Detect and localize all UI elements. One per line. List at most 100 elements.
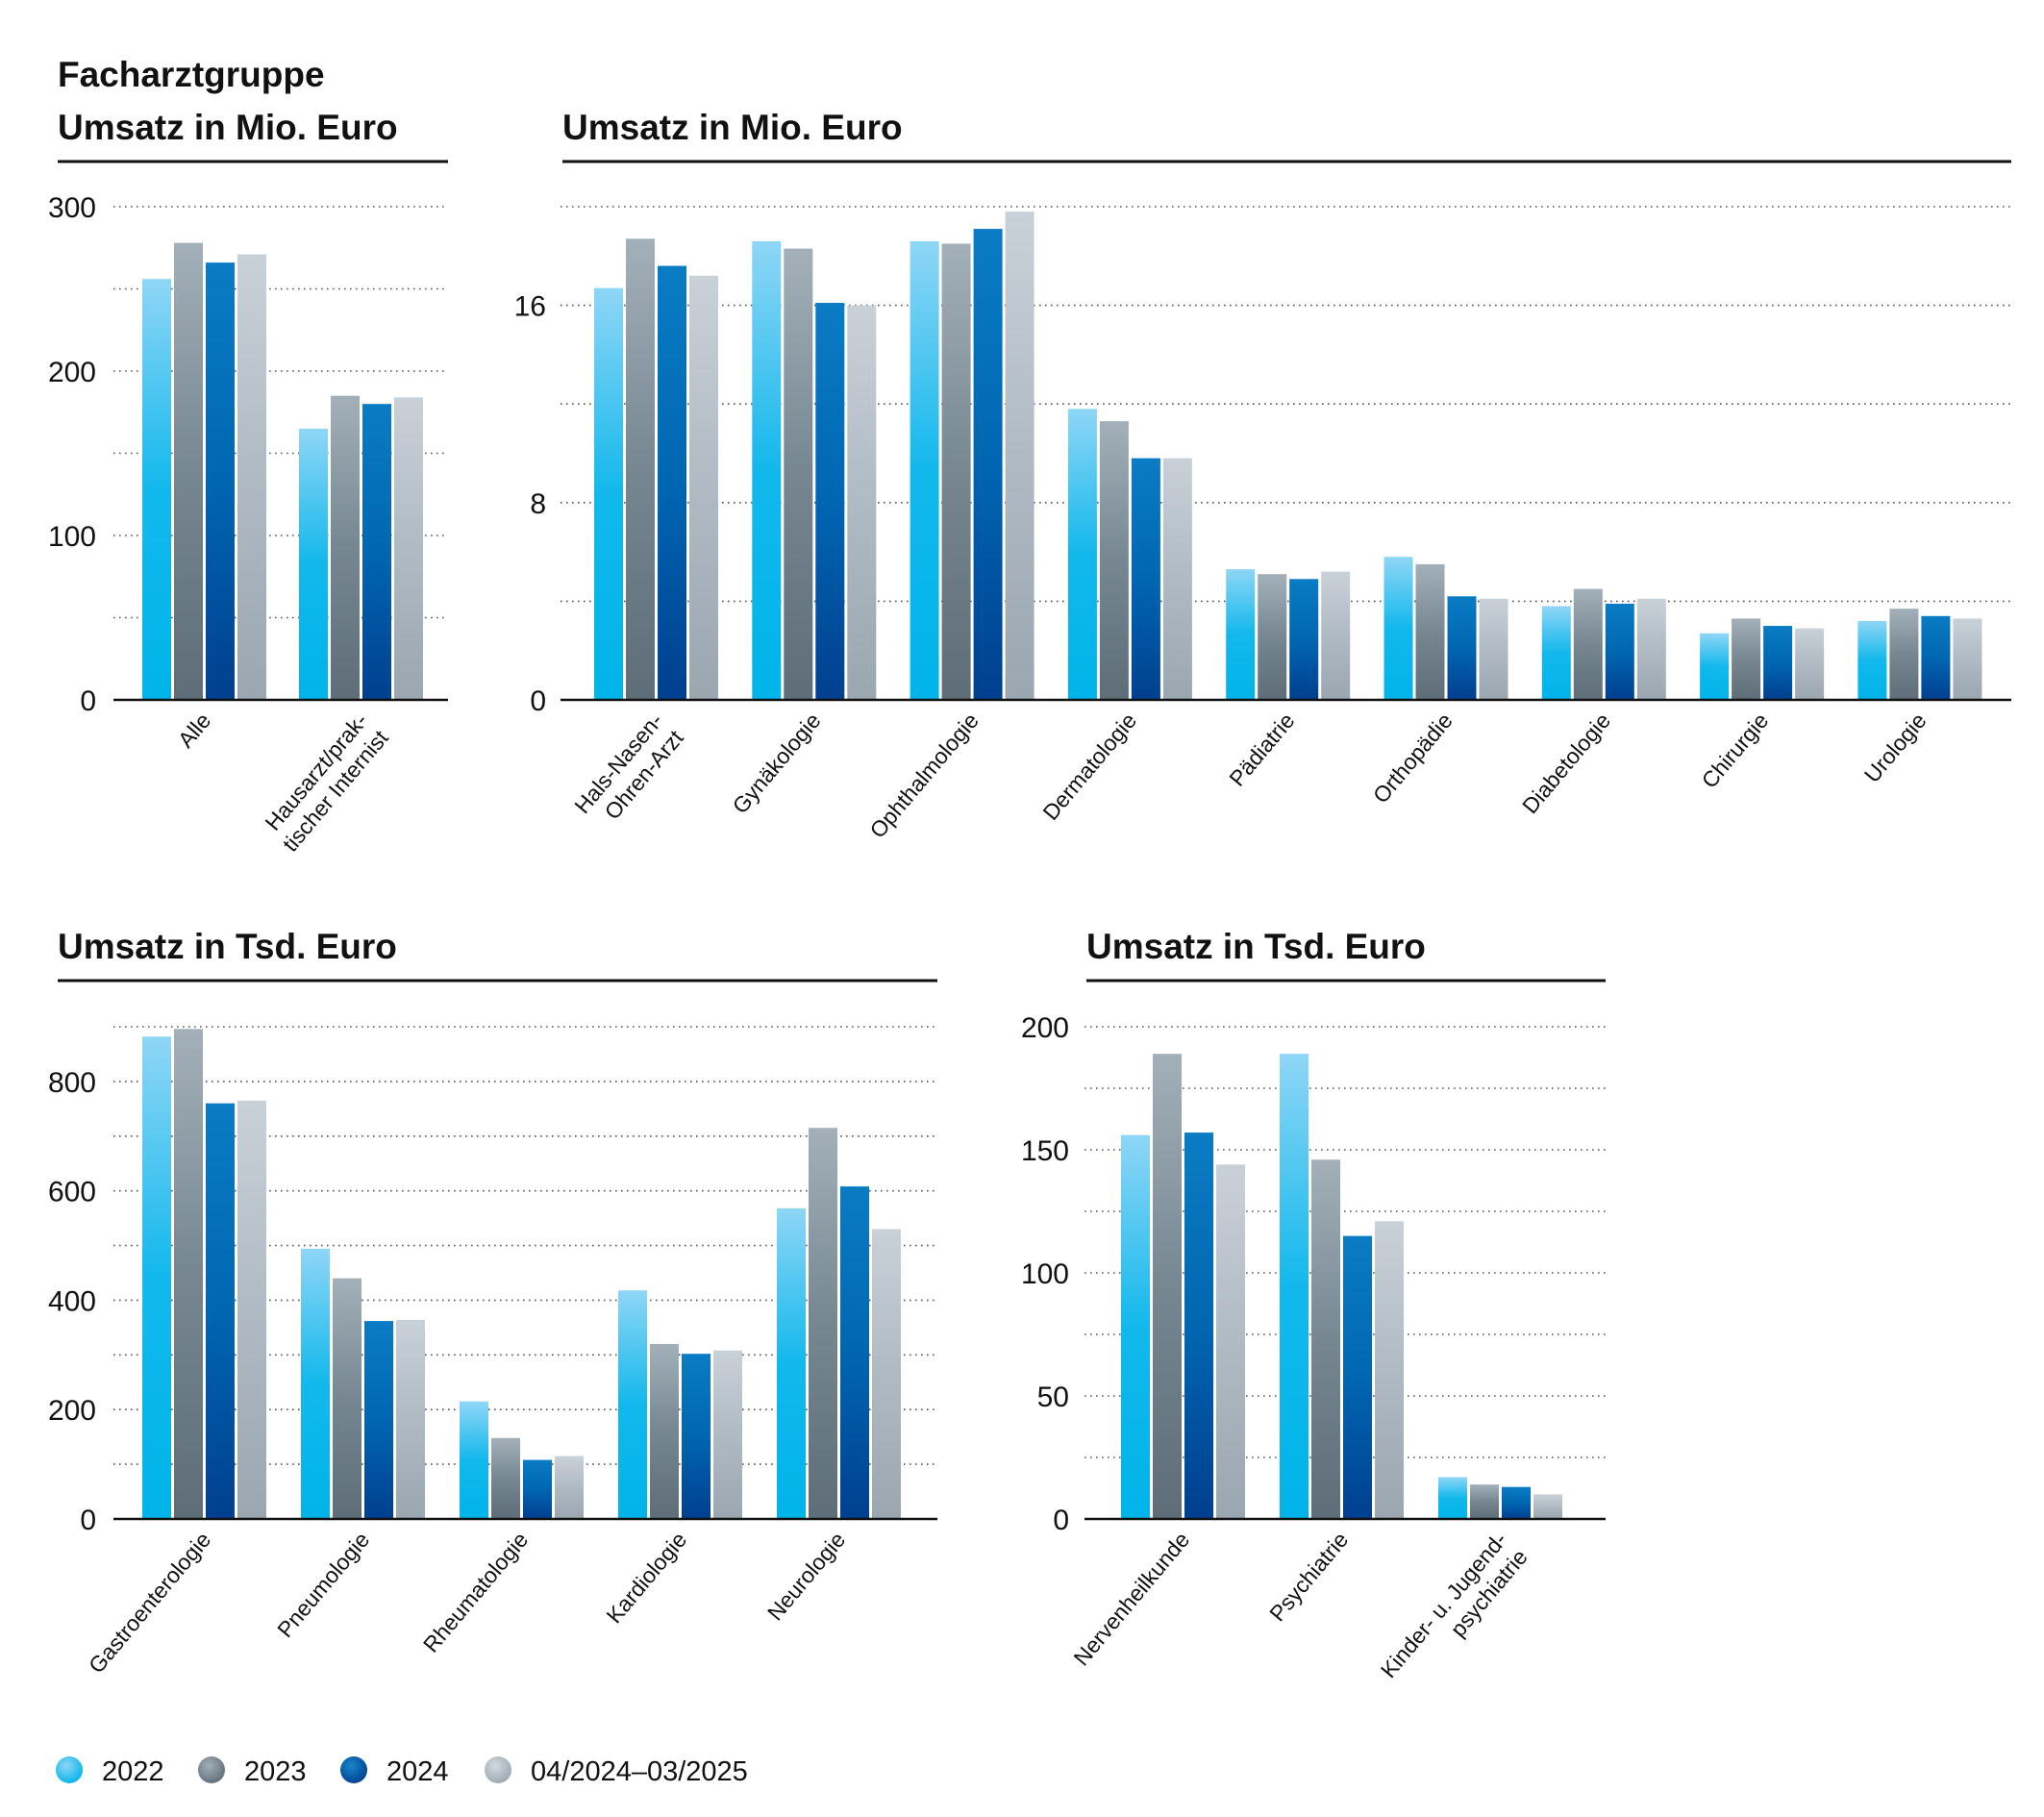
x-tick-label: Gastroenterologie bbox=[84, 1528, 215, 1679]
bar bbox=[1795, 628, 1825, 700]
x-tick-label: Gynäkologie bbox=[728, 709, 826, 819]
y-tick-label: 200 bbox=[48, 357, 96, 388]
bar bbox=[394, 397, 423, 700]
bar bbox=[142, 279, 171, 700]
x-tick-label: Dermatologie bbox=[1037, 709, 1141, 826]
x-tick-label: Chirurgie bbox=[1697, 709, 1774, 793]
bar bbox=[1415, 563, 1445, 700]
y-tick-label: 800 bbox=[48, 1067, 96, 1099]
x-tick-label-line: Kardiologie bbox=[601, 1528, 691, 1629]
x-tick-label: Ophthalmologie bbox=[864, 709, 983, 843]
legend-item: 2022 bbox=[56, 1756, 164, 1787]
chart-title: Umsatz in Tsd. Euro bbox=[58, 927, 397, 966]
y-tick-label: 0 bbox=[80, 1505, 96, 1536]
chart-1: Facharztgruppe Umsatz in Mio. Euro 0 100 200… bbox=[48, 55, 448, 857]
bar bbox=[1184, 1133, 1213, 1519]
bar bbox=[1763, 626, 1793, 700]
bar bbox=[1732, 618, 1761, 700]
bar bbox=[809, 1128, 837, 1519]
bar bbox=[1889, 609, 1919, 700]
chart-title: Facharztgruppe bbox=[58, 55, 325, 94]
bar bbox=[973, 229, 1003, 700]
y-tick-label: 150 bbox=[1021, 1135, 1069, 1167]
x-tick-label-line: Rheumatologie bbox=[418, 1528, 533, 1657]
bar bbox=[777, 1207, 806, 1519]
bar bbox=[1258, 574, 1287, 700]
bar bbox=[1438, 1477, 1467, 1519]
y-tick-label: 0 bbox=[80, 685, 96, 717]
chart-title: Umsatz in Mio. Euro bbox=[562, 108, 903, 147]
legend-label: 2023 bbox=[244, 1756, 307, 1787]
chart-subtitle: Umsatz in Mio. Euro bbox=[58, 108, 398, 147]
bar bbox=[206, 262, 235, 700]
bar bbox=[1383, 557, 1413, 700]
bar bbox=[847, 305, 877, 700]
bar bbox=[594, 287, 623, 700]
legend-item: 2023 bbox=[198, 1756, 307, 1787]
x-tick-label-line: Ophthalmologie bbox=[864, 709, 983, 843]
x-tick-label-line: Diabetologie bbox=[1517, 709, 1615, 819]
x-tick-label: Neurologie bbox=[762, 1528, 850, 1626]
x-tick-label: Diabetologie bbox=[1517, 709, 1615, 819]
bar bbox=[1099, 421, 1129, 700]
y-tick-label: 50 bbox=[1037, 1381, 1069, 1413]
bar bbox=[815, 303, 845, 700]
x-tick-label: Alle bbox=[173, 709, 216, 753]
bar bbox=[1280, 1054, 1309, 1519]
x-tick-label: Urologie bbox=[1859, 709, 1932, 787]
bar bbox=[1573, 588, 1603, 700]
legend-marker bbox=[56, 1756, 83, 1783]
x-tick-label-line: Dermatologie bbox=[1037, 709, 1141, 826]
x-tick-label-line: Urologie bbox=[1859, 709, 1932, 787]
y-tick-label: 200 bbox=[1021, 1012, 1069, 1044]
x-tick-label-line: Gynäkologie bbox=[728, 709, 826, 819]
bar bbox=[1343, 1235, 1372, 1519]
bar bbox=[1375, 1221, 1404, 1519]
legend-marker bbox=[198, 1756, 225, 1783]
bar bbox=[364, 1321, 393, 1519]
bar bbox=[333, 1278, 361, 1519]
legend: 2022 2023 2024 04/2024–03/2025 bbox=[56, 1756, 748, 1787]
bar bbox=[460, 1401, 488, 1519]
bar bbox=[1541, 606, 1571, 700]
bar bbox=[941, 243, 971, 700]
bar bbox=[301, 1248, 330, 1519]
bar bbox=[689, 275, 718, 700]
x-tick-label-line: Pädiatrie bbox=[1224, 709, 1299, 791]
y-tick-label: 100 bbox=[1021, 1258, 1069, 1290]
bar bbox=[299, 428, 328, 700]
chart-title: Umsatz in Tsd. Euro bbox=[1086, 927, 1426, 966]
bar bbox=[1921, 615, 1951, 700]
y-tick-label: 400 bbox=[48, 1285, 96, 1317]
y-tick-label: 300 bbox=[48, 192, 96, 224]
y-tick-label: 200 bbox=[48, 1395, 96, 1427]
x-tick-label-line: Nervenheilkunde bbox=[1068, 1528, 1194, 1671]
x-tick-label: Nervenheilkunde bbox=[1068, 1528, 1194, 1671]
bar bbox=[523, 1459, 552, 1519]
bar bbox=[682, 1354, 710, 1519]
chart-4: Umsatz in Tsd. Euro 0 50 100 150 200 Nervenhei… bbox=[1021, 927, 1606, 1682]
bar bbox=[555, 1456, 584, 1519]
bar bbox=[1700, 633, 1730, 700]
bar bbox=[650, 1343, 679, 1519]
bar bbox=[206, 1103, 235, 1519]
legend-label: 04/2024–03/2025 bbox=[531, 1756, 748, 1787]
bar bbox=[331, 395, 360, 700]
legend-marker bbox=[340, 1756, 367, 1783]
bar bbox=[1162, 458, 1192, 700]
chart-2: Umsatz in Mio. Euro 0 8 16 Hals-Nasen-Ohren-… bbox=[514, 108, 2011, 843]
y-tick-label: 600 bbox=[48, 1177, 96, 1208]
x-tick-label: Rheumatologie bbox=[418, 1528, 533, 1657]
bar bbox=[491, 1437, 520, 1519]
bar bbox=[752, 240, 782, 700]
bar bbox=[362, 404, 391, 700]
y-tick-label: 100 bbox=[48, 521, 96, 553]
bar bbox=[1953, 618, 1982, 700]
bar bbox=[1479, 598, 1508, 700]
bar bbox=[174, 1029, 203, 1519]
bar bbox=[1533, 1494, 1562, 1519]
bar bbox=[1226, 569, 1256, 700]
bar bbox=[872, 1229, 901, 1519]
bar bbox=[1502, 1486, 1531, 1519]
bar bbox=[237, 254, 266, 700]
